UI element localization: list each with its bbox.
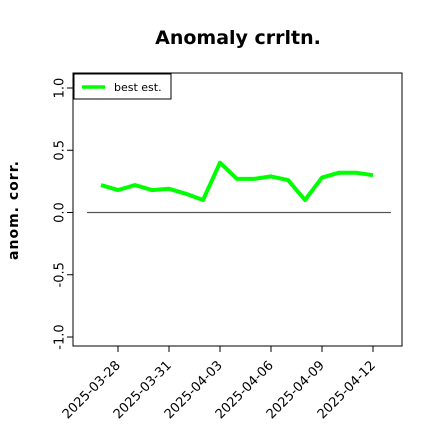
series-line-best-est xyxy=(100,160,374,202)
chart-title: Anomaly crrltn. xyxy=(155,27,321,49)
y-tick-label: 0.5 xyxy=(53,140,68,161)
legend-label-best-est: best est. xyxy=(114,81,162,94)
y-tick-label: 0.0 xyxy=(53,202,68,223)
y-axis: -1.0 -0.5 0.0 0.5 1.0 xyxy=(53,78,73,350)
y-tick-label: -0.5 xyxy=(53,262,68,287)
x-axis: 2025-03-282025-03-312025-04-032025-04-06… xyxy=(60,346,379,422)
y-tick-label: -1.0 xyxy=(53,324,68,349)
y-axis-label: anom. corr. xyxy=(6,160,22,260)
y-tick-label: 1.0 xyxy=(53,78,68,99)
legend: best est. xyxy=(73,73,172,100)
plot-area-frame xyxy=(72,72,403,347)
series-layer xyxy=(100,160,374,202)
